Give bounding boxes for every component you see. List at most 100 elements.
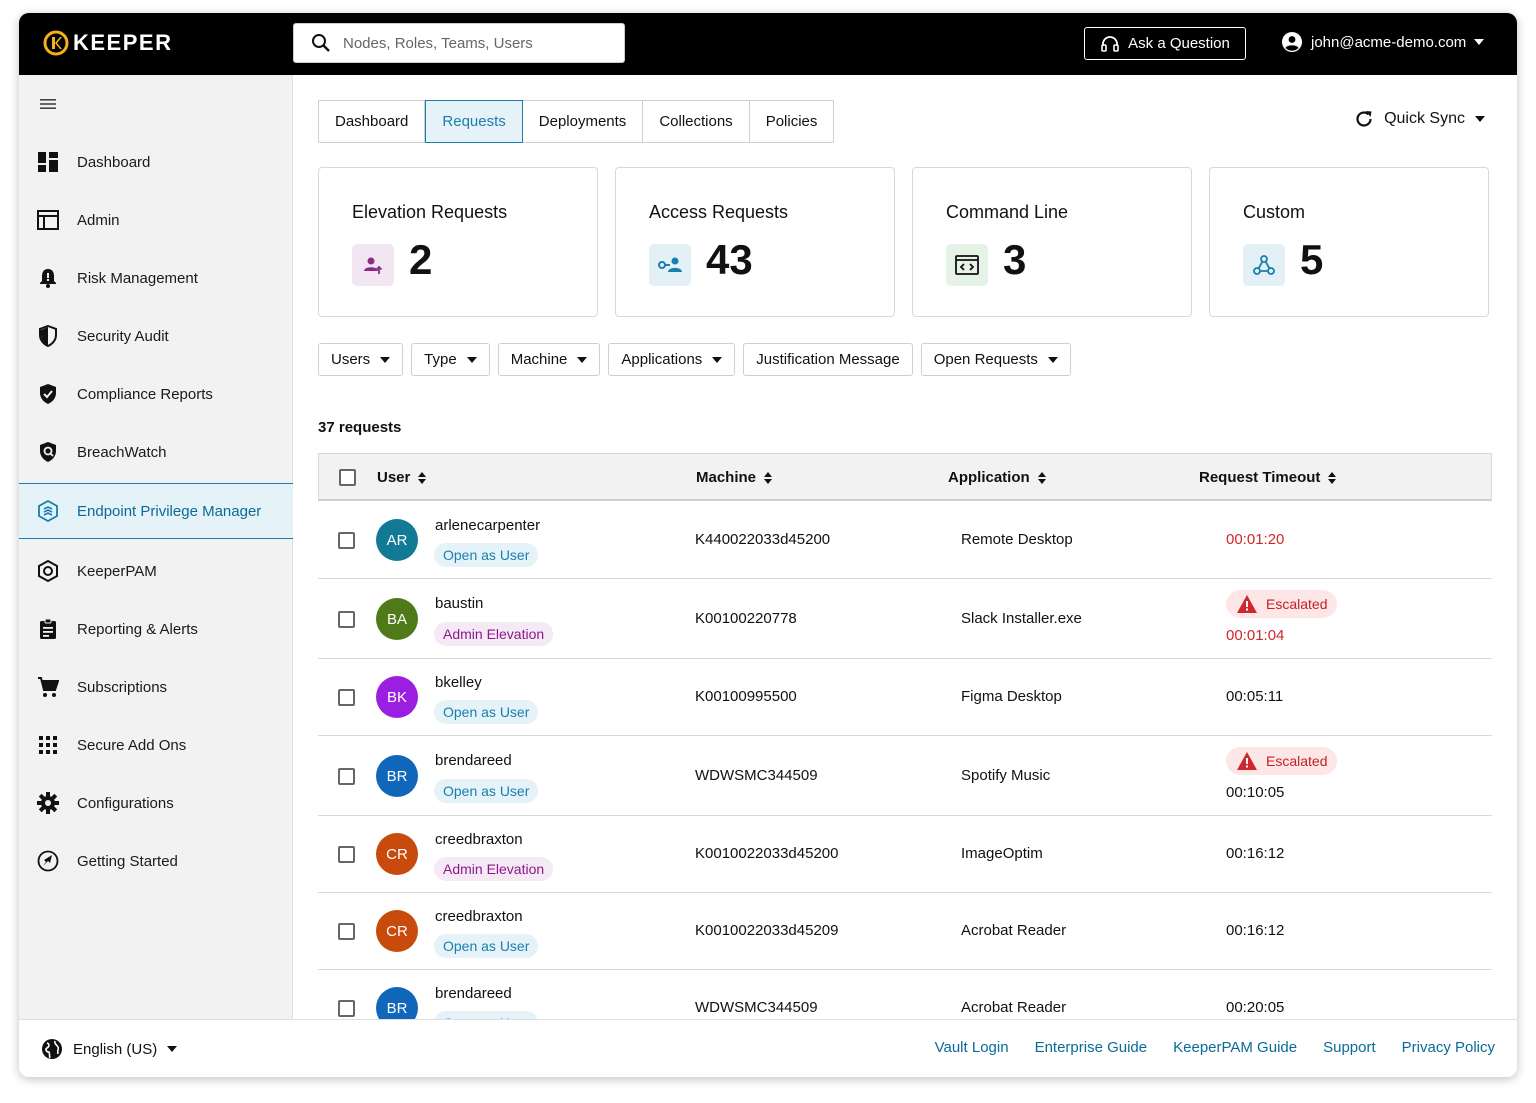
sidebar-item-label: Subscriptions	[77, 678, 168, 696]
gear-icon	[37, 792, 59, 814]
card-command-line[interactable]: Command Line 3	[912, 167, 1192, 317]
user-name[interactable]: creedbraxton	[435, 908, 523, 925]
headset-icon	[1101, 35, 1119, 52]
tab-dashboard[interactable]: Dashboard	[319, 101, 426, 142]
table-row[interactable]: BR brendareed Open as User WDWSMC344509 …	[318, 736, 1492, 816]
chevron-down-icon	[577, 356, 588, 363]
footer-link-privacy-policy[interactable]: Privacy Policy	[1401, 1039, 1495, 1056]
language-selector[interactable]: English (US)	[41, 1038, 178, 1060]
footer-link-support[interactable]: Support	[1323, 1039, 1376, 1056]
card-custom[interactable]: Custom 5	[1209, 167, 1489, 317]
user-name[interactable]: brendareed	[435, 752, 512, 769]
sidebar-item-label: Configurations	[77, 794, 174, 812]
sidebar-item-configurations[interactable]: Configurations	[19, 775, 293, 831]
row-checkbox[interactable]	[338, 611, 355, 628]
escalated-badge: Escalated	[1226, 747, 1338, 775]
user-name[interactable]: brendareed	[435, 985, 512, 1002]
sidebar-item-security-audit[interactable]: Security Audit	[19, 308, 293, 364]
request-count: 37 requests	[318, 419, 402, 436]
request-type-badge: Open as User	[434, 779, 539, 803]
ask-question-label: Ask a Question	[1128, 35, 1230, 52]
bell-icon	[37, 267, 59, 289]
filter-type[interactable]: Type	[411, 343, 490, 376]
sidebar-item-label: BreachWatch	[77, 443, 167, 461]
sidebar-item-getting-started[interactable]: Getting Started	[19, 833, 293, 889]
globe-icon	[42, 1039, 62, 1059]
machine-cell: K440022033d45200	[695, 531, 831, 548]
brand-name: KEEPER	[73, 30, 173, 55]
sidebar-item-keeperpam[interactable]: KeeperPAM	[19, 543, 293, 599]
menu-icon[interactable]	[40, 97, 56, 111]
column-header-application[interactable]: Application	[948, 469, 1046, 486]
card-access-requests[interactable]: Access Requests 43	[615, 167, 895, 317]
filter-open-requests[interactable]: Open Requests	[920, 343, 1071, 376]
row-checkbox[interactable]	[338, 846, 355, 863]
column-header-machine[interactable]: Machine	[696, 469, 773, 486]
sidebar-item-compliance-reports[interactable]: Compliance Reports	[19, 366, 293, 422]
select-all-checkbox[interactable]	[339, 469, 356, 486]
user-name[interactable]: bkelley	[435, 674, 482, 691]
sort-icon	[418, 471, 427, 484]
application-cell: Remote Desktop	[961, 531, 1073, 548]
row-checkbox[interactable]	[338, 923, 355, 940]
rocket-icon	[37, 850, 59, 872]
keeper-logo[interactable]: KEEPER	[43, 30, 172, 56]
footer-link-enterprise-guide[interactable]: Enterprise Guide	[1034, 1039, 1148, 1056]
shield-check-icon	[37, 383, 59, 405]
row-checkbox[interactable]	[338, 1000, 355, 1017]
filter-applications[interactable]: Applications	[608, 343, 736, 376]
row-checkbox[interactable]	[338, 532, 355, 549]
filter-justification-message[interactable]: Justification Message	[743, 343, 913, 376]
sidebar-item-endpoint-privilege-manager[interactable]: Endpoint Privilege Manager	[19, 483, 293, 539]
sidebar-item-label: Reporting & Alerts	[77, 620, 198, 638]
sidebar-item-secure-add-ons[interactable]: Secure Add Ons	[19, 717, 293, 773]
tab-requests[interactable]: Requests	[425, 100, 523, 143]
sidebar-item-subscriptions[interactable]: Subscriptions	[19, 659, 293, 715]
search-box[interactable]	[293, 23, 625, 63]
filter-label: Machine	[510, 351, 568, 368]
sidebar-item-label: Security Audit	[77, 327, 169, 345]
sidebar-item-dashboard[interactable]: Dashboard	[19, 134, 293, 190]
row-checkbox[interactable]	[338, 768, 355, 785]
tab-policies[interactable]: Policies	[765, 113, 818, 130]
chevron-down-icon	[466, 356, 477, 363]
card-title: Custom	[1243, 202, 1306, 222]
sidebar-item-admin[interactable]: Admin	[19, 192, 293, 248]
table-row[interactable]: CR creedbraxton Admin Elevation K0010022…	[318, 816, 1492, 893]
tab-deployments[interactable]: Deployments	[523, 101, 644, 142]
sidebar-item-breachwatch[interactable]: BreachWatch	[19, 424, 293, 480]
card-elevation-requests[interactable]: Elevation Requests 2	[318, 167, 598, 317]
column-header-user[interactable]: User	[377, 469, 427, 486]
card-count: 5	[1300, 236, 1324, 283]
table-row[interactable]: CR creedbraxton Open as User K0010022033…	[318, 893, 1492, 970]
tab-collections[interactable]: Collections	[643, 101, 750, 142]
row-checkbox[interactable]	[338, 689, 355, 706]
clipboard-icon	[37, 618, 59, 640]
escalated-label: Escalated	[1266, 753, 1328, 769]
user-name[interactable]: arlenecarpenter	[435, 517, 541, 534]
footer-link-vault-login[interactable]: Vault Login	[934, 1039, 1009, 1056]
request-type-badge: Open as User	[434, 543, 539, 567]
column-header-request-timeout[interactable]: Request Timeout	[1199, 469, 1337, 486]
user-name[interactable]: creedbraxton	[435, 831, 523, 848]
admin-icon	[37, 209, 59, 231]
footer-link-keeperpam-guide[interactable]: KeeperPAM Guide	[1173, 1039, 1298, 1056]
keeperpam-icon	[37, 560, 59, 582]
user-menu[interactable]: john@acme-demo.com	[1281, 31, 1485, 53]
filter-machine[interactable]: Machine	[497, 343, 601, 376]
ask-question-button[interactable]: Ask a Question	[1084, 27, 1246, 60]
table-row[interactable]: BA baustin Admin Elevation K00100220778 …	[318, 579, 1492, 659]
sidebar-item-risk-management[interactable]: Risk Management	[19, 250, 293, 306]
sidebar-item-label: Endpoint Privilege Manager	[77, 502, 262, 520]
user-email: john@acme-demo.com	[1311, 33, 1467, 51]
table-row[interactable]: AR arlenecarpenter Open as User K4400220…	[318, 501, 1492, 579]
search-input[interactable]	[341, 33, 605, 53]
cart-icon	[37, 676, 59, 698]
filter-users[interactable]: Users	[318, 343, 404, 376]
sidebar-item-reporting-alerts[interactable]: Reporting & Alerts	[19, 601, 293, 657]
application-cell: Acrobat Reader	[961, 922, 1067, 939]
table-row[interactable]: BR brendareed Open as User WDWSMC344509 …	[318, 970, 1492, 1019]
user-name[interactable]: baustin	[435, 595, 484, 612]
quick-sync-button[interactable]: Quick Sync	[1354, 109, 1485, 129]
table-row[interactable]: BK bkelley Open as User K00100995500 Fig…	[318, 659, 1492, 736]
